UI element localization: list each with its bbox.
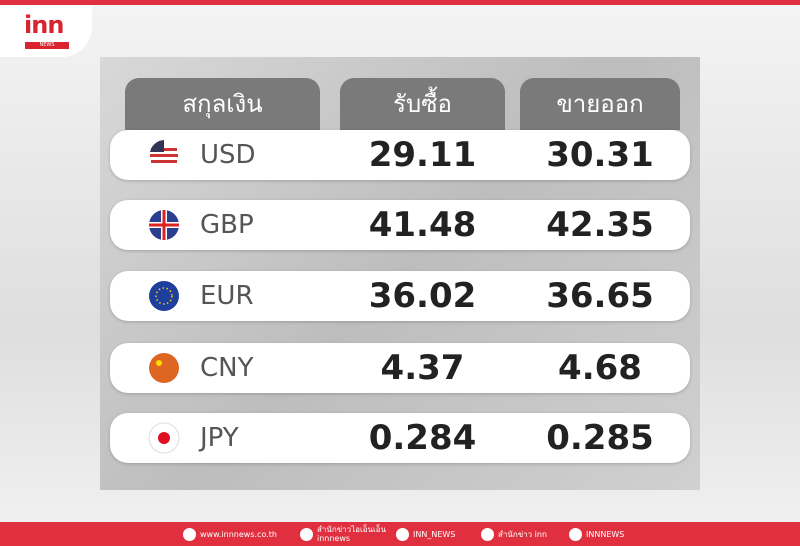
footer: www.innnews.co.th สำนักข่าวไอเอ็นเอ็น inn… xyxy=(0,522,800,546)
sell-rate: 0.285 xyxy=(546,418,654,458)
column-header: ขายออก xyxy=(520,78,680,130)
top-line xyxy=(0,0,800,5)
buy-rate: 41.48 xyxy=(368,205,477,245)
sell-rate: 42.35 xyxy=(546,205,654,245)
footer-text: www.innnews.co.th xyxy=(200,529,277,539)
column-header: รับซื้อ xyxy=(340,78,505,130)
footer-item[interactable]: สำนักข่าว inn xyxy=(481,522,547,546)
logo-text: inn xyxy=(24,11,64,39)
footer-item[interactable]: INN_NEWS xyxy=(396,522,455,546)
currency-code: USD xyxy=(200,140,256,170)
sell-rate: 30.31 xyxy=(546,135,654,175)
logo-sub: NEWS xyxy=(25,42,69,49)
buy-rate: 4.37 xyxy=(380,348,465,388)
currency-code: EUR xyxy=(200,281,254,311)
flag-icon xyxy=(149,353,179,383)
column-header: สกุลเงิน xyxy=(125,78,320,130)
logo: inn NEWS xyxy=(0,5,92,57)
flag-icon xyxy=(149,281,179,311)
footer-text: innnews xyxy=(317,534,351,543)
rate-row: CNY 4.37 4.68 xyxy=(110,343,690,393)
currency-code: JPY xyxy=(200,423,239,453)
currency-code: GBP xyxy=(200,210,254,240)
flag-icon xyxy=(149,210,179,240)
flag-icon xyxy=(149,140,179,170)
footer-text: INNNEWS xyxy=(586,529,625,539)
flag-icon xyxy=(148,422,180,454)
rate-row: JPY 0.284 0.285 xyxy=(110,413,690,463)
sell-rate: 36.65 xyxy=(546,276,654,316)
buy-rate: 0.284 xyxy=(368,418,477,458)
footer-text: INN_NEWS xyxy=(413,529,456,539)
rate-row: USD 29.11 30.31 xyxy=(110,130,690,180)
rate-row: EUR 36.02 36.65 xyxy=(110,271,690,321)
footer-item[interactable]: สำนักข่าวไอเอ็นเอ็น innnews xyxy=(300,522,386,546)
sell-rate: 4.68 xyxy=(558,348,642,388)
footer-item[interactable]: INNNEWS xyxy=(569,522,624,546)
buy-rate: 36.02 xyxy=(368,276,477,316)
rate-row: GBP 41.48 42.35 xyxy=(110,200,690,250)
currency-code: CNY xyxy=(200,353,254,383)
buy-rate: 29.11 xyxy=(368,135,477,175)
footer-text: สำนักข่าวไอเอ็นเอ็น xyxy=(317,525,386,534)
footer-item[interactable]: www.innnews.co.th xyxy=(183,522,277,546)
footer-text: สำนักข่าว inn xyxy=(498,529,548,539)
